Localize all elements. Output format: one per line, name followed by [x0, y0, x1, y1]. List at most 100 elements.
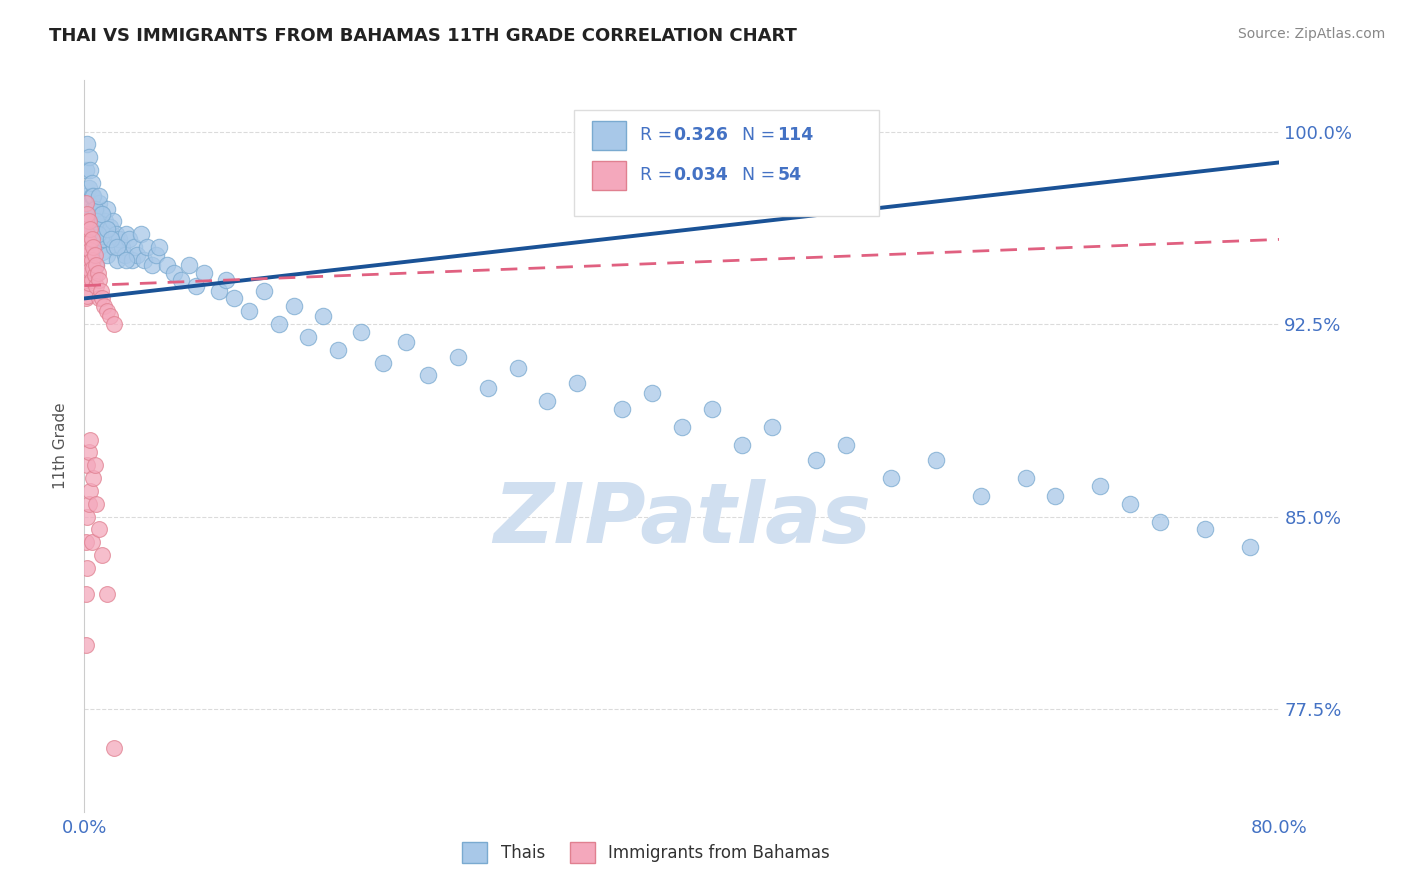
- Point: [76, 207, 98, 221]
- Point: [136, 240, 159, 254]
- Point: [93, 299, 115, 313]
- Point: [970, 489, 993, 503]
- Point: [215, 273, 238, 287]
- Point: [80, 252, 103, 267]
- Point: [186, 278, 208, 293]
- Point: [75, 252, 97, 267]
- Point: [82, 252, 104, 267]
- Point: [96, 304, 118, 318]
- Point: [641, 386, 664, 401]
- Point: [77, 276, 100, 290]
- Point: [536, 394, 558, 409]
- Text: 114: 114: [778, 126, 814, 145]
- Point: [86, 258, 108, 272]
- Point: [82, 240, 104, 254]
- Point: [80, 232, 103, 246]
- Point: [447, 351, 470, 365]
- Point: [312, 310, 335, 324]
- Point: [177, 258, 200, 272]
- Point: [75, 214, 97, 228]
- Point: [267, 317, 290, 331]
- Point: [115, 252, 138, 267]
- Point: [700, 401, 723, 416]
- Point: [83, 458, 105, 473]
- Point: [1119, 497, 1142, 511]
- Point: [671, 419, 693, 434]
- Point: [222, 292, 245, 306]
- Point: [96, 222, 118, 236]
- Point: [170, 273, 193, 287]
- Point: [83, 202, 105, 216]
- Point: [91, 219, 114, 234]
- Point: [76, 227, 98, 242]
- Point: [97, 227, 120, 242]
- Point: [83, 214, 105, 228]
- Point: [103, 740, 125, 755]
- Point: [394, 334, 416, 349]
- Point: [76, 509, 98, 524]
- Point: [75, 232, 97, 246]
- Point: [129, 227, 152, 242]
- Point: [89, 292, 111, 306]
- Point: [121, 252, 143, 267]
- Point: [350, 325, 373, 339]
- Text: Source: ZipAtlas.com: Source: ZipAtlas.com: [1237, 27, 1385, 41]
- Point: [77, 150, 100, 164]
- Point: [118, 232, 141, 246]
- Point: [82, 227, 104, 242]
- Point: [77, 235, 100, 249]
- Point: [75, 232, 97, 246]
- Bar: [592, 120, 626, 150]
- Point: [76, 561, 98, 575]
- Point: [79, 207, 101, 221]
- Point: [75, 273, 97, 287]
- Point: [91, 292, 114, 306]
- Point: [94, 214, 117, 228]
- Point: [77, 219, 100, 234]
- Point: [506, 360, 529, 375]
- Text: ZIPatlas: ZIPatlas: [494, 479, 870, 559]
- Point: [77, 181, 100, 195]
- Point: [83, 268, 105, 283]
- Point: [86, 497, 108, 511]
- Point: [76, 137, 98, 152]
- Point: [87, 227, 110, 242]
- Point: [96, 586, 118, 600]
- Point: [89, 240, 111, 254]
- Text: 54: 54: [778, 167, 801, 185]
- Point: [477, 381, 499, 395]
- Point: [1045, 489, 1067, 503]
- Point: [132, 252, 156, 267]
- Text: 0.034: 0.034: [673, 167, 728, 185]
- Point: [93, 232, 115, 246]
- Point: [416, 368, 439, 383]
- Text: N =: N =: [742, 126, 780, 145]
- Point: [104, 227, 127, 242]
- Point: [155, 258, 177, 272]
- Point: [96, 202, 118, 216]
- Point: [90, 207, 112, 221]
- Bar: [592, 161, 626, 190]
- Point: [90, 232, 112, 246]
- Point: [91, 548, 114, 562]
- Point: [80, 176, 103, 190]
- Point: [283, 299, 305, 313]
- Point: [89, 523, 111, 537]
- Text: R =: R =: [640, 167, 678, 185]
- Point: [100, 232, 122, 246]
- Point: [83, 248, 105, 262]
- Point: [1090, 479, 1112, 493]
- Point: [79, 252, 101, 267]
- Point: [86, 278, 108, 293]
- Point: [82, 471, 104, 485]
- Point: [98, 310, 121, 324]
- Legend: Thais, Immigrants from Bahamas: Thais, Immigrants from Bahamas: [456, 836, 837, 869]
- Point: [122, 240, 145, 254]
- Point: [90, 284, 112, 298]
- Point: [75, 535, 97, 549]
- Point: [83, 240, 105, 254]
- Point: [76, 289, 98, 303]
- Point: [80, 273, 103, 287]
- Point: [103, 317, 125, 331]
- Point: [79, 232, 101, 246]
